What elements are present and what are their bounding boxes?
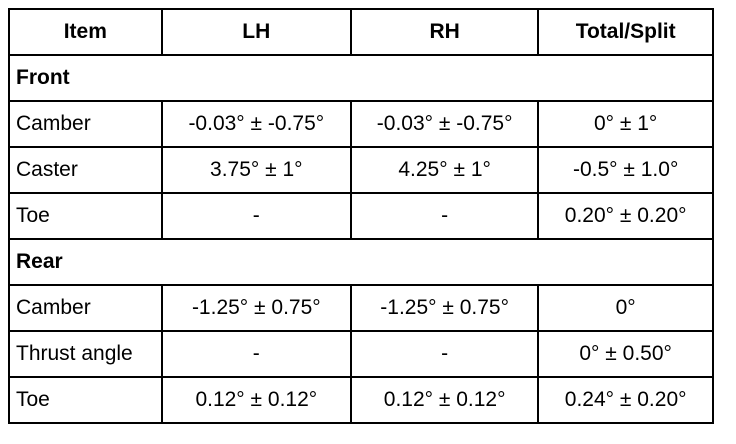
data-row: Toe 0.12° ± 0.12° 0.12° ± 0.12° 0.24° ± 0.2… xyxy=(8,376,714,424)
item-cell: Camber xyxy=(8,100,163,148)
data-row: Toe - -0.20° ± 0.20° xyxy=(8,192,714,240)
table-body: Front Camber -0.03° ± -0.75° -0.03° ± -0.75… xyxy=(8,54,714,424)
value-cell: 0° ± 0.50° xyxy=(537,330,714,378)
header-row: Item LH RH Total/Split xyxy=(8,8,714,56)
value-cell: - xyxy=(160,330,352,378)
header-cell: Total/Split xyxy=(537,8,714,56)
value-cell: - xyxy=(349,330,540,378)
value-cell: 0.24° ± 0.20° xyxy=(537,376,714,424)
data-row: Thrust angle - -0° ± 0.50° xyxy=(8,330,714,378)
value-cell: - xyxy=(160,192,352,240)
header-cell: RH xyxy=(349,8,540,56)
value-cell: 4.25° ± 1° xyxy=(349,146,540,194)
header-cell: Item xyxy=(8,8,163,56)
header-cell: LH xyxy=(160,8,352,56)
value-cell: 0.12° ± 0.12° xyxy=(160,376,352,424)
value-cell: -0.03° ± -0.75° xyxy=(160,100,352,148)
value-cell: 0° xyxy=(537,284,714,332)
value-cell: 0.12° ± 0.12° xyxy=(349,376,540,424)
section-title: Rear xyxy=(8,238,714,286)
value-cell: -1.25° ± 0.75° xyxy=(160,284,352,332)
item-cell: Toe xyxy=(8,376,163,424)
value-cell: - xyxy=(349,192,540,240)
item-cell: Caster xyxy=(8,146,163,194)
data-row: Camber -1.25° ± 0.75° -1.25° ± 0.75° 0° xyxy=(8,284,714,332)
value-cell: -1.25° ± 0.75° xyxy=(349,284,540,332)
section-row: Front xyxy=(8,54,714,102)
value-cell: 3.75° ± 1° xyxy=(160,146,352,194)
alignment-table: Item LH RH Total/Split Front Camber -0.03° ± … xyxy=(8,8,714,424)
data-row: Camber -0.03° ± -0.75° -0.03° ± -0.75° 0° ±… xyxy=(8,100,714,148)
value-cell: -0.03° ± -0.75° xyxy=(349,100,540,148)
value-cell: 0.20° ± 0.20° xyxy=(537,192,714,240)
value-cell: -0.5° ± 1.0° xyxy=(537,146,714,194)
value-cell: 0° ± 1° xyxy=(537,100,714,148)
data-row: Caster 3.75° ± 1° 4.25° ± 1° -0.5° ± 1.0° xyxy=(8,146,714,194)
item-cell: Thrust angle xyxy=(8,330,163,378)
section-title: Front xyxy=(8,54,714,102)
section-row: Rear xyxy=(8,238,714,286)
item-cell: Camber xyxy=(8,284,163,332)
item-cell: Toe xyxy=(8,192,163,240)
